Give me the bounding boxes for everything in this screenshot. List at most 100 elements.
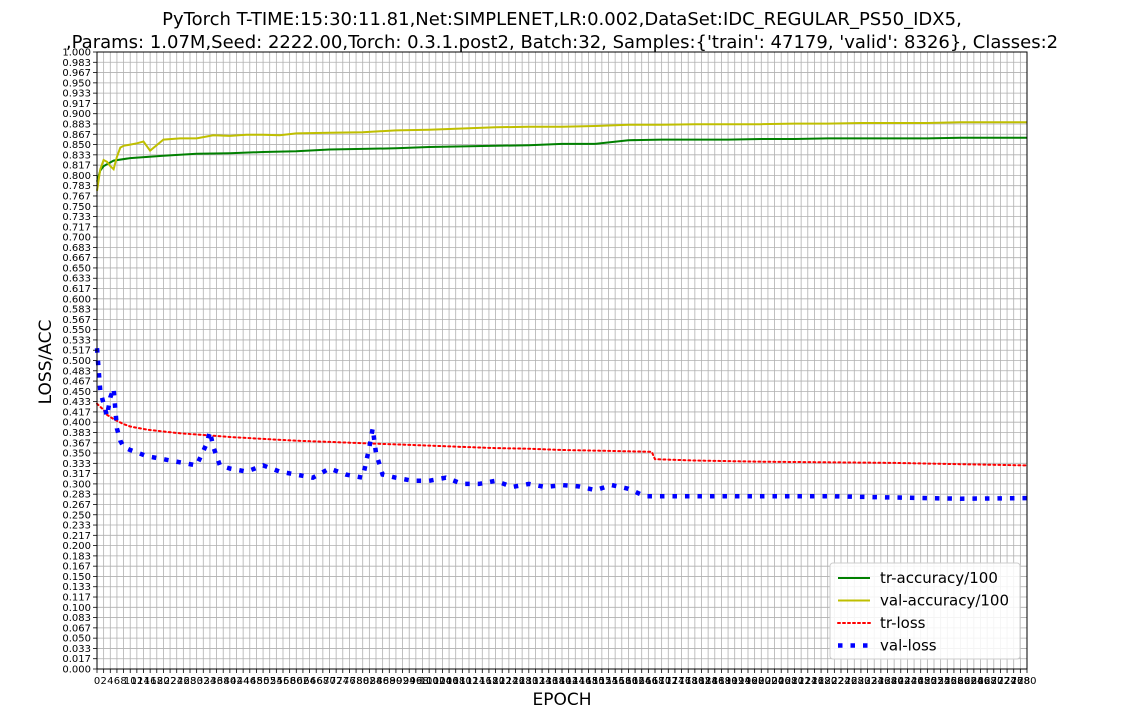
x-tick-label: 2 <box>100 676 106 687</box>
x-tick-label: 164 <box>632 676 651 687</box>
y-tick-label: 0.233 <box>62 521 91 532</box>
x-tick-label: 48 <box>250 676 263 687</box>
x-tick-label: 268 <box>978 676 997 687</box>
x-tick-label: 128 <box>513 676 532 687</box>
y-tick-label: 0.017 <box>62 654 91 665</box>
x-tick-label: 138 <box>546 676 565 687</box>
y-tick-label: 0.117 <box>62 593 91 604</box>
x-tick-label: 252 <box>924 676 943 687</box>
y-tick-label: 0.533 <box>62 335 91 346</box>
x-tick-label: 160 <box>619 676 638 687</box>
y-tick-label: 1.000 <box>62 48 91 59</box>
x-tick-label: 198 <box>745 676 764 687</box>
y-tick-label: 0.883 <box>62 119 91 130</box>
y-tick-label: 0.983 <box>62 58 91 69</box>
x-tick-label: 92 <box>396 676 409 687</box>
x-tick-label: 274 <box>998 676 1017 687</box>
x-tick-label: 112 <box>459 676 478 687</box>
x-tick-label: 192 <box>725 676 744 687</box>
x-tick-label: 36 <box>210 676 223 687</box>
y-tick-label: 0.167 <box>62 562 91 573</box>
y-tick-label: 0.033 <box>62 644 91 655</box>
x-tick-label: 234 <box>865 676 884 687</box>
x-tick-label: 38 <box>217 676 230 687</box>
series-layer <box>94 121 1028 501</box>
y-tick-label: 0.417 <box>62 407 91 418</box>
x-tick-label: 14 <box>137 676 150 687</box>
y-tick-label: 0.783 <box>62 181 91 192</box>
chart-title-line2: ,Params: 1.07M,Seed: 2222.00,Torch: 0.3.… <box>66 32 1058 53</box>
x-tick-label: 228 <box>845 676 864 687</box>
x-tick-label: 74 <box>336 676 349 687</box>
x-tick-label: 190 <box>719 676 738 687</box>
y-tick-label: 0.433 <box>62 397 91 408</box>
x-tick-label: 140 <box>552 676 571 687</box>
y-tick-label: 0.100 <box>62 603 91 614</box>
x-tick-label: 214 <box>798 676 817 687</box>
x-tick-label: 204 <box>765 676 784 687</box>
legend: tr-accuracy/100 val-accuracy/100 tr-loss va… <box>829 562 1021 660</box>
x-tick-label: 64 <box>303 676 316 687</box>
y-tick-label: 0.750 <box>62 202 91 213</box>
x-tick-label: 86 <box>376 676 389 687</box>
x-tick-label: 220 <box>818 676 837 687</box>
x-tick-label: 42 <box>230 676 243 687</box>
y-tick-label: 0.000 <box>62 665 91 676</box>
x-tick-label: 172 <box>659 676 678 687</box>
x-tick-label: 162 <box>626 676 645 687</box>
legend-label: tr-accuracy/100 <box>880 569 998 587</box>
x-tick-label: 114 <box>466 676 485 687</box>
x-tick-label: 248 <box>911 676 930 687</box>
y-tick-label: 0.467 <box>62 377 91 388</box>
x-tick-label: 56 <box>277 676 290 687</box>
y-tick-label: 0.933 <box>62 89 91 100</box>
y-axis-label: LOSS/ACC <box>36 320 56 405</box>
x-tick-label: 46 <box>243 676 256 687</box>
x-tick-label: 82 <box>363 676 376 687</box>
y-tick-label: 0.367 <box>62 438 91 449</box>
x-tick-label: 278 <box>1011 676 1030 687</box>
y-tick-label: 0.917 <box>62 99 91 110</box>
y-tick-label: 0.083 <box>62 613 91 624</box>
x-tick-label: 110 <box>453 676 472 687</box>
chart-title-line1: PyTorch T-TIME:15:30:11.81,Net:SIMPLENET… <box>162 9 962 30</box>
y-tick-label: 0.950 <box>62 78 91 89</box>
x-tick-label: 202 <box>758 676 777 687</box>
x-tick-label: 170 <box>652 676 671 687</box>
legend-label: val-loss <box>880 637 937 655</box>
x-tick-label: 98 <box>416 676 429 687</box>
x-tick-label: 224 <box>831 676 850 687</box>
y-tick-label: 0.967 <box>62 68 91 79</box>
x-tick-label: 194 <box>732 676 751 687</box>
legend-label: val-accuracy/100 <box>880 592 1009 610</box>
series-line-tr-accuracy <box>96 136 1027 182</box>
x-tick-label: 70 <box>323 676 336 687</box>
x-tick-label: 20 <box>157 676 170 687</box>
y-tick-label: 0.667 <box>62 253 91 264</box>
y-tick-label: 0.400 <box>62 418 91 429</box>
y-tick-label: 0.250 <box>62 510 91 521</box>
x-tick-label: 54 <box>270 676 283 687</box>
y-tick-label: 0.283 <box>62 490 91 501</box>
y-tick-label: 0.183 <box>62 551 91 562</box>
x-tick-label: 108 <box>446 676 465 687</box>
x-tick-label: 96 <box>409 676 422 687</box>
x-tick-label: 242 <box>891 676 910 687</box>
y-tick-label: 0.483 <box>62 366 91 377</box>
y-tick-label: 0.733 <box>62 212 91 223</box>
x-tick-label: 50 <box>257 676 270 687</box>
y-tick-label: 0.267 <box>62 500 91 511</box>
x-tick-label: 136 <box>539 676 558 687</box>
x-tick-label: 262 <box>958 676 977 687</box>
x-tick-label: 238 <box>878 676 897 687</box>
x-tick-label: 260 <box>951 676 970 687</box>
series-line-val-accuracy <box>96 121 1027 191</box>
x-tick-label: 196 <box>738 676 757 687</box>
y-tick-label: 0.450 <box>62 387 91 398</box>
x-tick-label: 60 <box>290 676 303 687</box>
x-tick-label: 222 <box>825 676 844 687</box>
x-tick-label: 230 <box>851 676 870 687</box>
x-tick-label: 84 <box>370 676 383 687</box>
